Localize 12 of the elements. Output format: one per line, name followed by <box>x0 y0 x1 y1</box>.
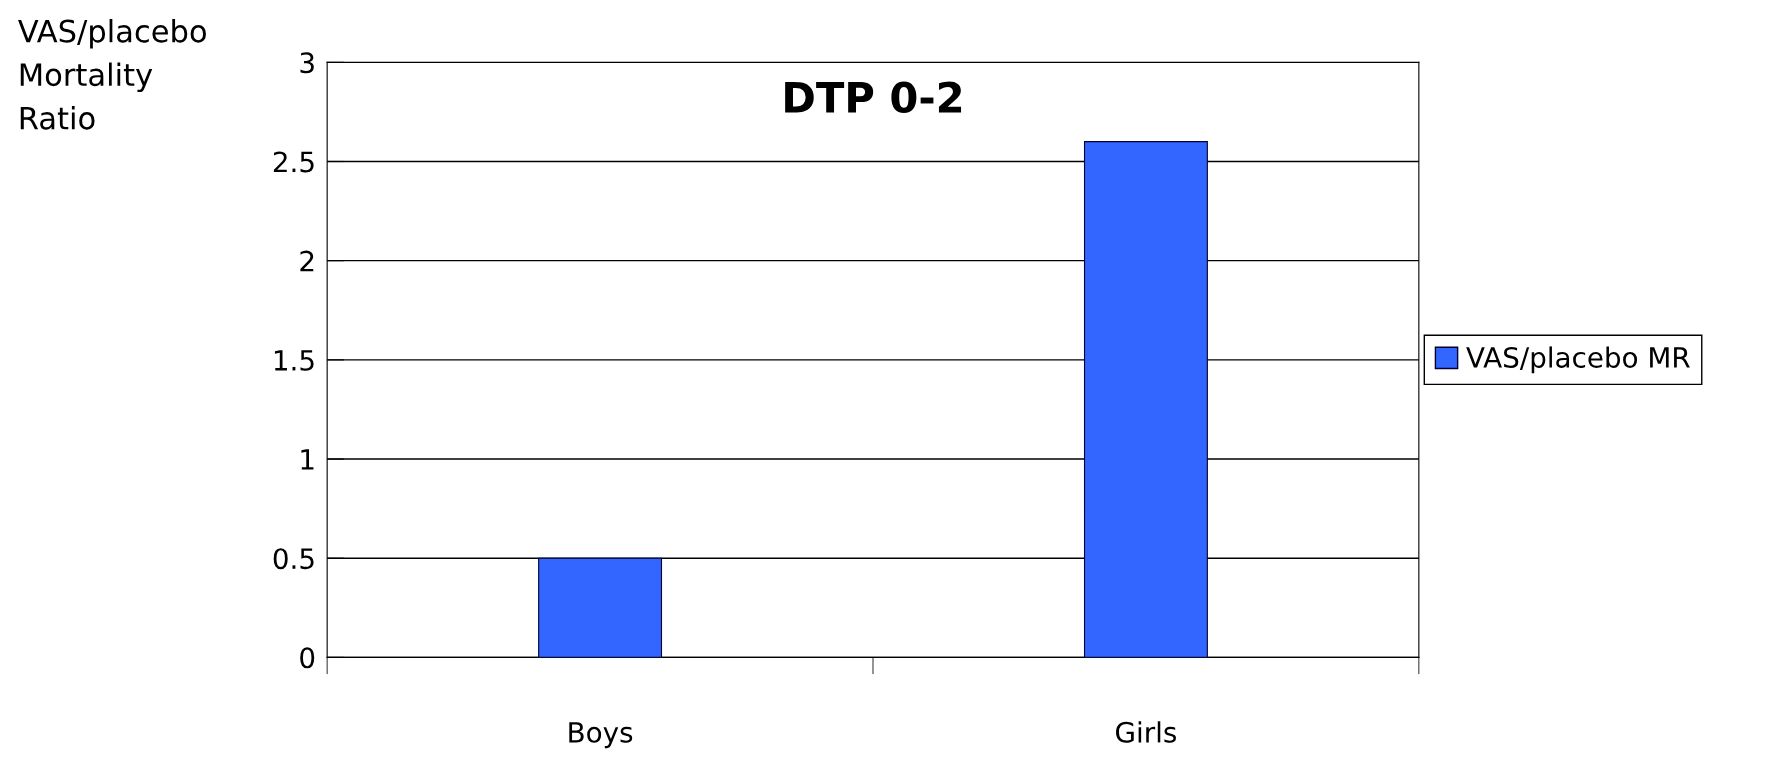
y-tick-label: 2 <box>300 250 314 272</box>
y-tick-label: 1 <box>301 449 314 470</box>
y-tick-label: 0 <box>300 647 315 669</box>
chart-title: DTP 0-2 <box>785 81 962 114</box>
y-axis-title: VAS/placebo Mortality Ratio <box>18 19 206 130</box>
y-tick-label: 3 <box>300 52 314 74</box>
y-tick-label: 2.5 <box>273 151 314 173</box>
y-tick-label: 1.5 <box>274 350 314 371</box>
x-tick-label: Girls <box>1116 721 1176 743</box>
legend-label: VAS/placebo MR <box>1466 346 1690 374</box>
y-tick-label: 0.5 <box>273 548 314 570</box>
x-tick-label: Boys <box>569 722 633 749</box>
